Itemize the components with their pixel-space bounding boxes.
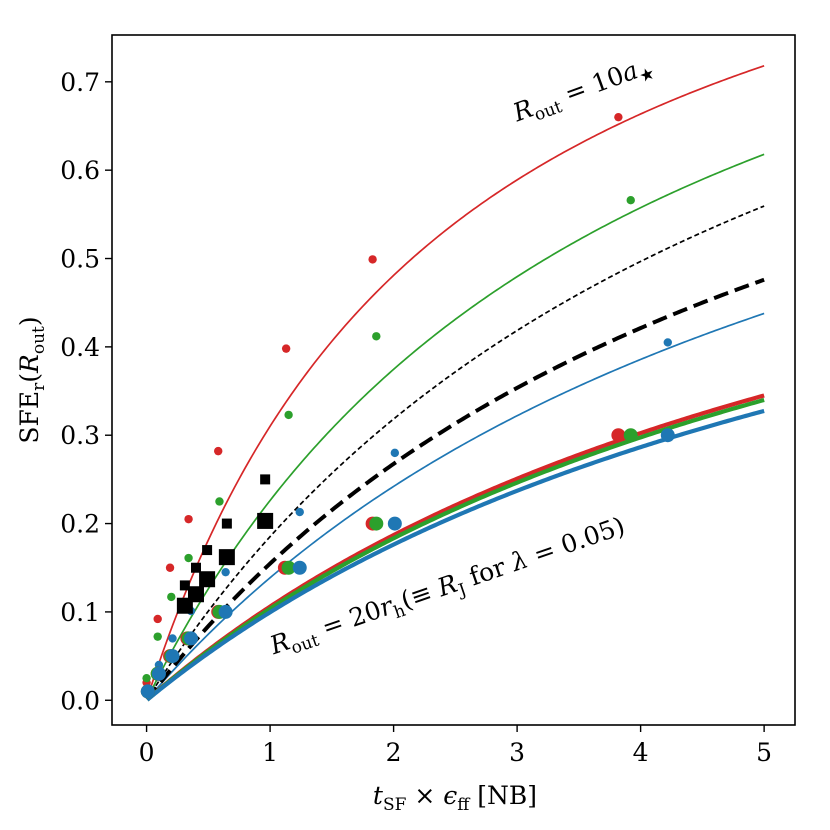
square-marker-1-1: [187, 586, 204, 603]
series-3-point-5: [390, 448, 400, 458]
series-1-point-2: [167, 592, 176, 602]
series-3-point-3: [221, 567, 230, 577]
x-tick-label-0: 0: [139, 738, 155, 767]
x-tick-label-4: 4: [633, 738, 649, 767]
series-5-point-7: [611, 428, 626, 443]
series-6-point-6: [369, 516, 384, 531]
square-marker-0-4: [260, 474, 271, 485]
y-tick-label-0.6: 0.6: [60, 156, 100, 185]
series-7-point-1: [151, 666, 166, 681]
series-0-point-3: [184, 514, 193, 524]
y-tick-label-0.0: 0.0: [60, 686, 100, 715]
x-tick-label-2: 2: [386, 738, 402, 767]
series-6-point-7: [623, 428, 638, 443]
square-marker-0-3: [221, 518, 232, 529]
series-1-point-4: [215, 497, 224, 506]
series-0-point-1: [153, 614, 162, 624]
series-line-7: [145, 408, 765, 702]
series-3-point-6: [663, 338, 672, 347]
square-marker-1-2: [199, 571, 216, 588]
series-7-point-7: [660, 428, 675, 443]
series-7-point-3: [184, 631, 199, 646]
y-tick-label-0.2: 0.2: [60, 510, 100, 539]
series-line-3: [146, 312, 765, 701]
y-tick-label-0.3: 0.3: [60, 421, 100, 450]
square-marker-1-3: [218, 549, 235, 566]
curves-group: [145, 65, 765, 702]
series-line-2: [146, 205, 765, 700]
y-tick-label-0.5: 0.5: [60, 245, 100, 274]
annotation-rout-20rh: Rout = 20rh(≡ RJ for λ = 0.05): [265, 511, 630, 665]
y-axis: 0.0 0.1 0.2 0.3 0.4 0.5 0.6 0.7: [60, 68, 112, 715]
series-line-4: [145, 277, 765, 701]
series-3-point-1: [168, 634, 177, 643]
series-line-6: [145, 397, 765, 702]
series-0-point-5: [281, 344, 291, 353]
square-marker-1-4: [257, 512, 274, 529]
series-7-point-5: [292, 560, 307, 575]
x-axis-label: tSF × ϵff [NB]: [373, 781, 537, 815]
series-7-point-4: [218, 604, 233, 619]
y-tick-label-0.4: 0.4: [60, 333, 100, 362]
series-3-point-4: [295, 507, 304, 517]
series-1-point-3: [184, 553, 193, 563]
series-1-point-6: [372, 332, 381, 341]
series-0-point-2: [165, 563, 175, 572]
square-marker-0-0: [179, 580, 190, 591]
series-0-point-6: [368, 255, 377, 264]
series-1-point-7: [626, 196, 635, 205]
series-line-5: [145, 393, 765, 702]
markers-group: [140, 112, 675, 699]
series-0-point-7: [614, 112, 623, 122]
annotation-rout-10a: Rout = 10a★: [508, 50, 657, 132]
y-axis-label: SFEr(Rout): [15, 316, 49, 443]
series-line-0: [146, 65, 765, 699]
series-0-point-4: [214, 446, 223, 456]
series-line-1: [146, 153, 765, 700]
series-1-point-1: [153, 632, 162, 641]
square-marker-0-2: [202, 545, 213, 556]
series-7-point-2: [165, 649, 180, 664]
series-1-point-5: [284, 410, 293, 420]
x-tick-label-1: 1: [262, 738, 278, 767]
x-axis: 0 1 2 3 4 5: [139, 725, 772, 767]
series-7-point-6: [387, 516, 402, 531]
x-tick-label-3: 3: [509, 738, 525, 767]
plot-frame: [111, 34, 796, 726]
series-7-point-0: [140, 684, 155, 699]
square-marker-0-1: [190, 562, 201, 573]
series-1-point-0: [142, 673, 151, 683]
y-tick-label-0.1: 0.1: [60, 598, 100, 627]
series-6-point-5: [281, 560, 296, 575]
y-tick-label-0.7: 0.7: [60, 68, 100, 97]
x-tick-label-5: 5: [756, 738, 772, 767]
